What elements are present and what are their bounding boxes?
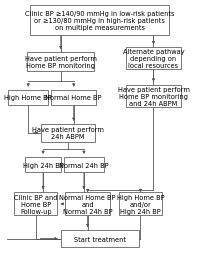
Text: Alternate pathway
depending on
local resources: Alternate pathway depending on local res…: [123, 49, 184, 69]
FancyBboxPatch shape: [65, 193, 110, 215]
FancyBboxPatch shape: [126, 48, 181, 70]
FancyBboxPatch shape: [8, 90, 48, 105]
FancyBboxPatch shape: [41, 124, 95, 142]
Text: High 24h BP: High 24h BP: [23, 162, 63, 168]
FancyBboxPatch shape: [51, 90, 96, 105]
Text: Clinic BP ≥140/90 mmHg in low-risk patients
or ≥130/80 mmHg in high-risk patient: Clinic BP ≥140/90 mmHg in low-risk patie…: [25, 11, 174, 31]
Text: High Home BP: High Home BP: [5, 95, 52, 101]
Text: Normal 24h BP: Normal 24h BP: [59, 162, 109, 168]
FancyBboxPatch shape: [25, 157, 61, 172]
Text: Have patient perform
Home BP monitoring: Have patient perform Home BP monitoring: [25, 56, 97, 69]
FancyBboxPatch shape: [64, 157, 104, 172]
FancyBboxPatch shape: [27, 53, 94, 72]
Text: Have patient perform
24h ABPM: Have patient perform 24h ABPM: [32, 127, 104, 140]
Text: Start treatment: Start treatment: [74, 236, 126, 242]
Text: Have patient perform
Home BP monitoring
and 24h ABPM: Have patient perform Home BP monitoring …: [118, 86, 190, 107]
FancyBboxPatch shape: [14, 193, 58, 215]
FancyBboxPatch shape: [119, 193, 162, 215]
Text: Normal Home BP: Normal Home BP: [46, 95, 102, 101]
Text: Normal Home BP
and
Normal 24h BP: Normal Home BP and Normal 24h BP: [59, 194, 116, 214]
FancyBboxPatch shape: [126, 85, 181, 108]
FancyBboxPatch shape: [61, 230, 139, 247]
FancyBboxPatch shape: [30, 6, 169, 35]
Text: Clinic BP and
Home BP
Follow-up: Clinic BP and Home BP Follow-up: [14, 194, 58, 214]
Text: High Home BP
and/or
High 24h BP: High Home BP and/or High 24h BP: [117, 194, 164, 214]
